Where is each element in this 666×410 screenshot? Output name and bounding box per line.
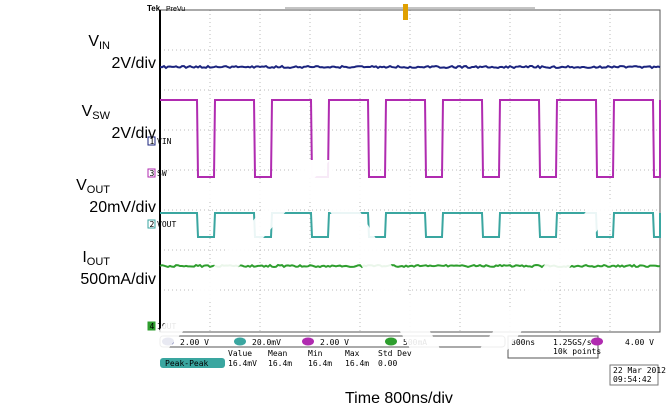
- subscript: SW: [92, 110, 110, 122]
- measure-header: Min: [308, 349, 323, 358]
- trigger-marker: [403, 4, 408, 20]
- trace-scale: 2V/div: [112, 125, 156, 142]
- channel-dot: [234, 338, 246, 346]
- channel-number: 4: [150, 322, 155, 331]
- symbol: V: [76, 177, 87, 194]
- symbol: V: [88, 33, 99, 50]
- measure-header: Max: [345, 349, 360, 358]
- measure-value: 16.4m: [268, 359, 292, 368]
- brand: Tek: [147, 4, 161, 13]
- channel-tag: VOUT: [157, 220, 176, 229]
- record-length: 10k points: [553, 347, 601, 356]
- timebase-footer: Time 800ns/div: [345, 390, 453, 407]
- mode: PreVu: [166, 6, 185, 13]
- measure-header: Std Dev: [378, 349, 412, 358]
- trace-scale: 500mA/div: [80, 271, 156, 288]
- trace-scale: 2V/div: [112, 55, 156, 72]
- trigger-dot: [591, 338, 603, 346]
- subscript: IN: [99, 40, 110, 52]
- time: 09:54:42: [613, 375, 652, 384]
- channel-dot: [385, 338, 397, 346]
- symbol: V: [82, 103, 93, 120]
- measure-header: Value: [228, 349, 252, 358]
- channel-dot: [302, 338, 314, 346]
- trace-scale: 20mV/div: [89, 199, 156, 216]
- measure-value: 16.4m: [345, 359, 369, 368]
- measure-header: Mean: [268, 349, 287, 358]
- channel-tag: VIN: [157, 137, 172, 146]
- trigger-level: 4.00 V: [625, 338, 654, 347]
- date: 22 Mar 2012: [613, 366, 666, 375]
- subscript: OUT: [87, 184, 111, 196]
- channel-scale: 20.0mV: [252, 338, 281, 347]
- channel-number: 3: [150, 169, 155, 178]
- channel-scale: 2.00 V: [320, 338, 349, 347]
- measure-value: 0.00: [378, 359, 397, 368]
- channel-tag: SW: [157, 169, 167, 178]
- measure-value: 16.4m: [308, 359, 332, 368]
- sample-rate: 1.25GS/s: [553, 338, 592, 347]
- subscript: OUT: [87, 256, 111, 268]
- measure-value: 16.4mV: [228, 359, 257, 368]
- channel-number: 2: [150, 220, 155, 229]
- channel-scale: 2.00 V: [180, 338, 209, 347]
- measure-name: Peak-Peak: [165, 359, 209, 368]
